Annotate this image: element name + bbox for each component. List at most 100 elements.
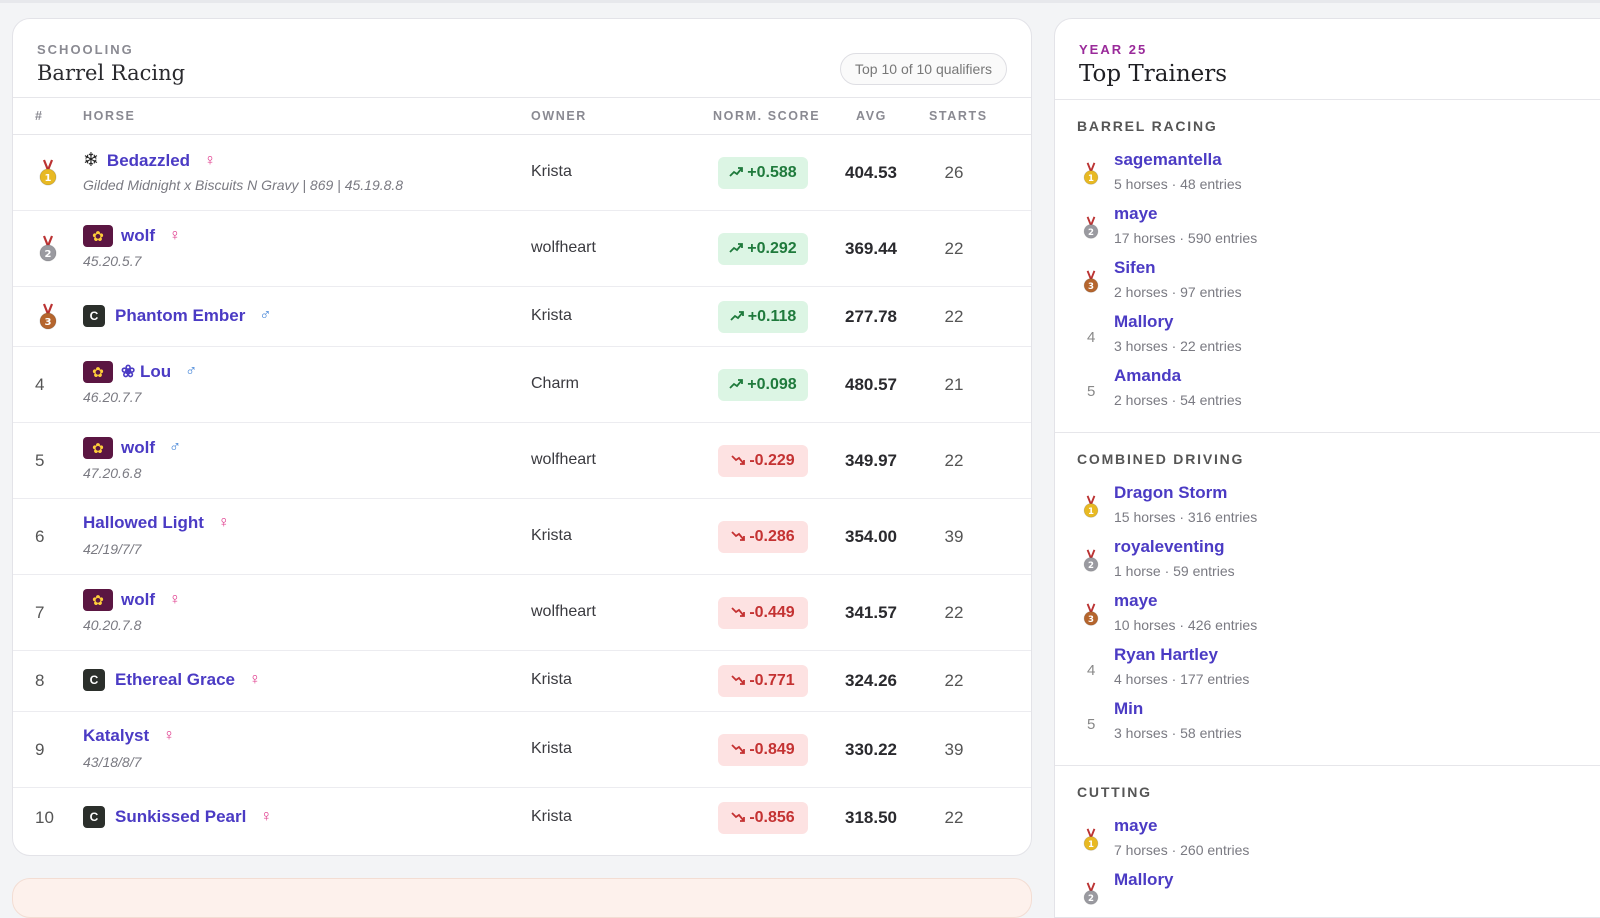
table-row: 4 ✿ ❀ Lou ♂ 46.20.7.7 Charm +0.098 480.57 21 (13, 347, 1031, 423)
horse-name-link[interactable]: Bedazzled (106, 150, 191, 170)
trainer-name-link[interactable]: Min (1114, 699, 1144, 718)
female-icon: ♀ (169, 591, 181, 608)
trainer-stats: 2 horses · 54 entries (1114, 392, 1242, 408)
horse-name-link[interactable]: Phantom Ember (115, 306, 246, 325)
owner-name: wolfheart (531, 603, 596, 620)
horse-name-link[interactable]: Katalyst (83, 726, 150, 745)
svg-text:3: 3 (1088, 615, 1094, 625)
trainer-name-link[interactable]: Sifen (1114, 258, 1156, 277)
owner-name: Charm (531, 375, 580, 392)
horse-name-link[interactable]: Sunkissed Pearl (115, 807, 247, 826)
col-rank: # (35, 109, 44, 123)
female-icon: ♀ (204, 151, 217, 169)
trainer-name-link[interactable]: Ryan Hartley (1114, 645, 1218, 664)
table-header: # HORSE OWNER NORM. SCORE AVG STARTS (13, 98, 1031, 135)
rank-number: 4 (1087, 329, 1096, 346)
rank-number: 6 (35, 527, 45, 546)
horse-name-link[interactable]: ❀ Lou (121, 362, 172, 381)
horse-name-link[interactable]: wolf (121, 226, 155, 245)
leaderboard-card: SCHOOLING Barrel Racing Top 10 of 10 qua… (12, 18, 1032, 856)
starts-value: 39 (944, 740, 964, 759)
norm-score-badge: -0.229 (718, 445, 808, 477)
starts-value: 39 (944, 527, 964, 546)
starts-value: 22 (944, 603, 964, 622)
avg-value: 330.22 (845, 740, 897, 759)
horse-details: 42/19/7/7 (83, 541, 142, 557)
trainer-name-link[interactable]: maye (1114, 591, 1158, 610)
horse-name-line: C Sunkissed Pearl ♀ (83, 806, 272, 828)
trend-down-icon (731, 455, 746, 465)
svg-text:2: 2 (1088, 228, 1094, 238)
horse-details: 43/18/8/7 (83, 754, 142, 770)
owner-name: Krista (531, 808, 572, 825)
norm-score-value: -0.229 (749, 452, 795, 469)
trend-down-icon (731, 675, 746, 685)
discipline-category: SCHOOLING (37, 42, 134, 57)
flower-badge-icon: ✿ (83, 225, 113, 247)
rank-number: 7 (35, 603, 45, 622)
avg-value: 318.50 (845, 808, 897, 827)
trainer-name-link[interactable]: Amanda (1114, 366, 1182, 385)
avg-value: 277.78 (845, 307, 897, 326)
horse-name-line: C Phantom Ember ♂ (83, 305, 271, 327)
trainer-name-link[interactable]: sagemantella (1114, 150, 1222, 169)
flower-badge-icon: ✿ (83, 361, 113, 383)
horse-name-link[interactable]: Hallowed Light (83, 513, 204, 532)
trainer-item: 4 Mallory 3 horses · 22 entries (1055, 308, 1600, 362)
male-icon: ♂ (169, 439, 181, 456)
horse-name-link[interactable]: Ethereal Grace (115, 670, 236, 689)
avg-value: 369.44 (845, 239, 897, 258)
avg-value: 480.57 (845, 375, 897, 394)
trainer-name-link[interactable]: maye (1114, 204, 1158, 223)
year-label: YEAR 25 (1079, 42, 1148, 57)
male-icon: ♂ (259, 307, 272, 324)
trainer-section: COMBINED DRIVING 1 Dragon Storm 15 horses ·… (1055, 433, 1600, 766)
svg-text:1: 1 (45, 173, 52, 184)
horse-name-link[interactable]: wolf (121, 438, 155, 457)
top-trainers-panel: YEAR 25 Top Trainers BARREL RACING 1 sagem… (1054, 18, 1600, 918)
male-icon: ♂ (185, 363, 198, 380)
avg-value: 324.26 (845, 671, 897, 690)
trainer-name-link[interactable]: royaleventing (1114, 537, 1225, 556)
top-divider (0, 0, 1600, 3)
trend-up-icon (730, 311, 744, 321)
starts-value: 21 (944, 375, 964, 394)
trainer-item: 5 Amanda 2 horses · 54 entries (1055, 362, 1600, 416)
leaderboard-title: Barrel Racing (37, 61, 186, 85)
svg-text:3: 3 (1088, 282, 1094, 292)
trainer-stats: 3 horses · 58 entries (1114, 725, 1242, 741)
svg-text:2: 2 (45, 249, 52, 260)
trend-down-icon (731, 744, 746, 754)
rank-number: 10 (35, 808, 54, 827)
rank-medal: 1 (1083, 162, 1099, 186)
table-row: 1 ❄ Bedazzled ♀ Gilded Midnight x Biscuits N… (13, 135, 1031, 211)
trainer-item: 1 Dragon Storm 15 horses · 316 entries (1055, 479, 1600, 533)
rank-number: 4 (35, 375, 45, 394)
horse-name-link[interactable]: wolf (121, 590, 155, 609)
trainer-name-link[interactable]: Mallory (1114, 870, 1174, 889)
trainer-item: 1 sagemantella 5 horses · 48 entries (1055, 146, 1600, 200)
table-row: 7 ✿ wolf ♀ 40.20.7.8 wolfheart -0.449 341.57 22 (13, 575, 1031, 651)
rank-medal: 1 (39, 159, 57, 187)
rank-number: 5 (35, 451, 45, 470)
trainer-stats: 5 horses · 48 entries (1114, 176, 1242, 192)
starts-value: 26 (944, 163, 964, 182)
rank-medal: 2 (1083, 882, 1099, 906)
svg-text:1: 1 (1088, 507, 1094, 517)
trainer-name-link[interactable]: maye (1114, 816, 1158, 835)
horse-details: 47.20.6.8 (83, 465, 142, 481)
table-row: 8 C Ethereal Grace ♀ Krista -0.771 324.26 22 (13, 651, 1031, 712)
section-title: COMBINED DRIVING (1077, 451, 1245, 467)
bronze-medal-icon: 3 (1083, 603, 1099, 626)
trainer-name-link[interactable]: Mallory (1114, 312, 1174, 331)
rank-number: 5 (1087, 716, 1096, 733)
bronze-medal-icon: 3 (39, 303, 57, 330)
avg-value: 349.97 (845, 451, 897, 470)
trainer-name-link[interactable]: Dragon Storm (1114, 483, 1228, 502)
rank-medal: 2 (1083, 216, 1099, 240)
trainer-item: 3 Sifen 2 horses · 97 entries (1055, 254, 1600, 308)
horse-details: 46.20.7.7 (83, 389, 142, 405)
owner-name: Krista (531, 671, 572, 688)
flower-badge-icon: ✿ (83, 589, 113, 611)
trainer-stats: 4 horses · 177 entries (1114, 671, 1250, 687)
